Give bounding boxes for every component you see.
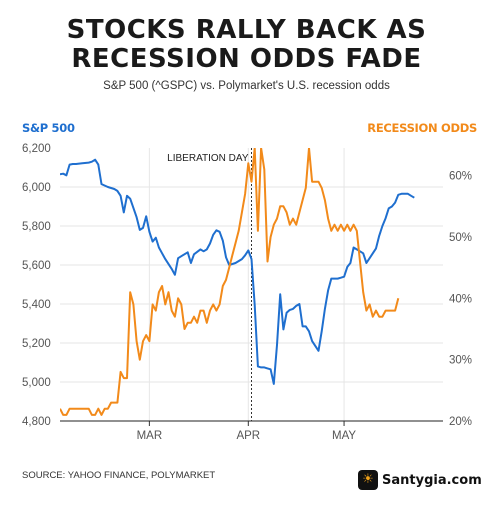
liberation-day-label: LIBERATION DAY (167, 153, 249, 164)
x-tick-label: APR (236, 430, 260, 442)
chart-title: STOCKS RALLY BACK AS RECESSION ODDS FADE (0, 16, 493, 74)
chart-subtitle: S&P 500 (^GSPC) vs. Polymarket's U.S. re… (103, 80, 390, 92)
source-note: SOURCE: YAHOO FINANCE, POLYMARKET (22, 470, 216, 481)
brand-logo: ☀ Santygia.com (358, 470, 482, 490)
left-tick-label: 6,200 (22, 143, 51, 155)
title-line-2: RECESSION ODDS FADE (71, 44, 422, 74)
left-tick-label: 6,000 (22, 182, 51, 194)
right-tick-label: 60% (449, 171, 472, 183)
sun-logo-icon: ☀ (358, 470, 378, 490)
right-tick-label: 30% (449, 355, 472, 367)
sp500-line (60, 158, 415, 385)
left-tick-label: 5,400 (22, 299, 51, 311)
left-axis-title: S&P 500 (22, 121, 75, 135)
right-tick-label: 50% (449, 232, 472, 244)
left-tick-label: 5,600 (22, 260, 51, 272)
brand-name: Santygia.com (382, 472, 482, 488)
left-tick-label: 4,800 (22, 416, 51, 428)
right-axis-title: RECESSION ODDS (367, 121, 477, 135)
title-line-1: STOCKS RALLY BACK AS (66, 15, 427, 45)
x-tick-label: MAY (332, 430, 356, 442)
left-tick-label: 5,000 (22, 377, 51, 389)
left-tick-label: 5,800 (22, 221, 51, 233)
right-tick-label: 40% (449, 293, 472, 305)
x-tick-label: MAR (137, 430, 163, 442)
right-tick-label: 20% (449, 416, 472, 428)
recession-odds-line (60, 148, 400, 416)
left-tick-label: 5,200 (22, 338, 51, 350)
